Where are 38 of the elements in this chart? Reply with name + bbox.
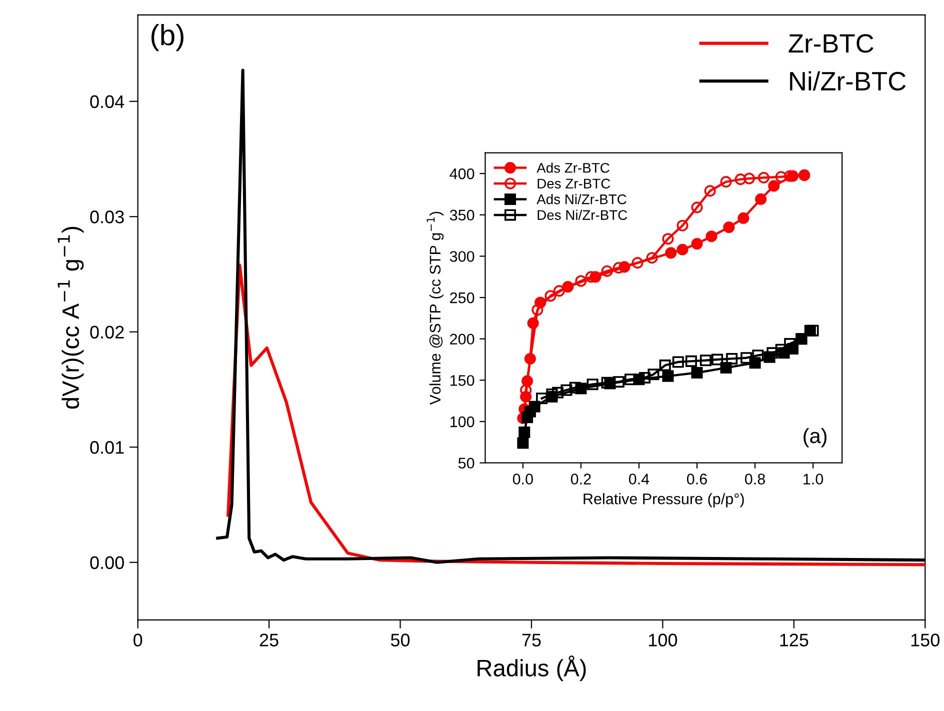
x-tick-label: 1.0	[804, 474, 824, 484]
x-tick-label: 0.6	[686, 474, 707, 484]
y-tick-label: 300	[450, 251, 474, 262]
y-axis-title: Volume @STP (cc STP g$^{−1}$)	[426, 212, 444, 405]
y-tick-label: 0.02	[90, 326, 124, 339]
x-tick-label: 25	[260, 634, 278, 646]
x-tick-label: 75	[522, 634, 541, 646]
legend-label: Ads Zr-BTC	[536, 162, 610, 173]
x-tick-label: 100	[649, 634, 678, 646]
y-tick-label: 350	[450, 210, 474, 221]
x-tick-label: 0.8	[744, 474, 765, 484]
y-axis-title: dV(r)(cc A$^{−1}$ g$^{−1}$)	[58, 226, 84, 409]
legend-label: Ads Ni/Zr-BTC	[536, 194, 626, 204]
x-tick-label: 50	[390, 634, 410, 646]
annotation: (b)	[151, 24, 184, 52]
x-tick-label: 125	[780, 634, 808, 646]
legend-label: Ni/Zr-BTC	[790, 71, 906, 91]
x-axis-title: Relative Pressure (p/p°)	[584, 493, 744, 508]
x-tick-label: 0.4	[628, 474, 650, 484]
y-tick-label: 0.03	[90, 210, 124, 224]
y-tick-label: 400	[450, 168, 474, 180]
y-tick-label: 200	[450, 334, 474, 345]
x-tick-label: 0	[134, 634, 142, 646]
y-tick-label: 0.01	[90, 441, 124, 454]
y-tick-label: 250	[450, 292, 474, 304]
x-tick-label: 0.0	[512, 474, 533, 484]
y-tick-label: 100	[450, 416, 474, 428]
y-tick-label: 0.00	[90, 556, 124, 570]
x-tick-label: 0.2	[570, 474, 591, 484]
y-tick-label: 150	[450, 375, 474, 386]
x-tick-label: 150	[911, 634, 940, 646]
y-tick-label: 50	[458, 458, 474, 469]
legend-label: Zr-BTC	[788, 34, 874, 53]
legend-label: Des Zr-BTC	[538, 178, 610, 189]
annotation: (a)	[804, 428, 826, 448]
legend-label: Des Ni/Zr-BTC	[538, 210, 628, 220]
y-tick-label: 0.04	[90, 95, 124, 108]
x-axis-title: Radius (Å)	[478, 656, 586, 682]
